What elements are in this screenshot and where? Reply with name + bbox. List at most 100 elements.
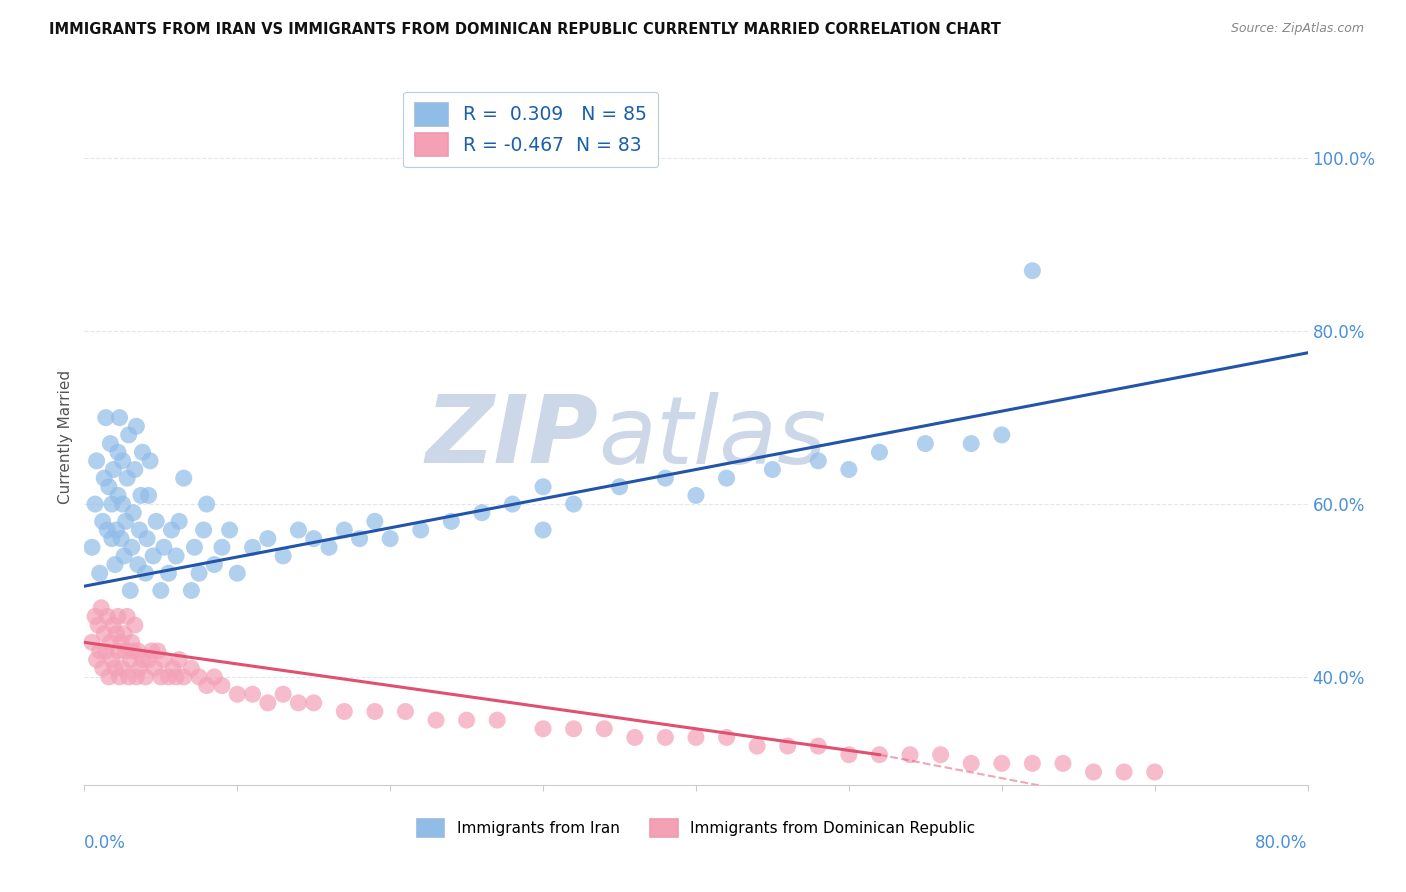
Point (125, 670, 148, 684)
Point (180, 661, 202, 675)
Point (609, 480, 631, 494)
Point (127, 644, 149, 658)
Point (111, 454, 134, 468)
Text: ZIP: ZIP (425, 391, 598, 483)
Point (195, 679, 218, 693)
Point (193, 523, 215, 537)
Point (153, 653, 176, 667)
Point (471, 506, 494, 520)
Point (80, 635, 103, 649)
Point (124, 462, 146, 476)
Point (107, 609, 129, 624)
Point (93, 471, 115, 485)
Point (502, 497, 524, 511)
Point (97, 480, 120, 494)
Point (97, 670, 120, 684)
Point (103, 618, 125, 632)
Point (107, 644, 129, 658)
Point (929, 747, 952, 762)
Point (456, 713, 478, 727)
Point (90, 600, 112, 615)
Text: 0.0%: 0.0% (84, 834, 127, 852)
Point (211, 541, 233, 555)
Point (183, 541, 205, 555)
Point (173, 471, 195, 485)
Point (838, 462, 860, 476)
Point (121, 541, 143, 555)
Point (94, 644, 117, 658)
Point (146, 644, 169, 658)
Point (138, 653, 160, 667)
Point (425, 713, 447, 727)
Point (409, 523, 432, 537)
Point (101, 532, 124, 546)
Point (242, 541, 264, 555)
Point (103, 462, 125, 476)
Text: IMMIGRANTS FROM IRAN VS IMMIGRANTS FROM DOMINICAN REPUBLIC CURRENTLY MARRIED COR: IMMIGRANTS FROM IRAN VS IMMIGRANTS FROM … (49, 22, 1001, 37)
Point (139, 454, 162, 468)
Point (80, 541, 103, 555)
Point (118, 670, 141, 684)
Point (242, 687, 264, 701)
Point (807, 739, 830, 753)
Point (211, 679, 233, 693)
Point (108, 670, 131, 684)
Point (89, 644, 111, 658)
Point (287, 696, 309, 710)
Point (716, 471, 738, 485)
Point (257, 532, 280, 546)
Point (898, 747, 921, 762)
Point (149, 583, 172, 598)
Point (91, 661, 114, 675)
Point (104, 558, 127, 572)
Point (807, 454, 830, 468)
Point (112, 626, 135, 640)
Point (394, 705, 416, 719)
Point (991, 428, 1014, 442)
Point (1114, 764, 1136, 779)
Point (531, 722, 554, 736)
Point (128, 661, 150, 675)
Point (991, 756, 1014, 771)
Point (89, 566, 111, 581)
Point (654, 731, 676, 745)
Point (226, 687, 249, 701)
Point (654, 471, 676, 485)
Point (142, 549, 165, 563)
Point (271, 549, 294, 563)
Point (114, 514, 136, 528)
Point (364, 705, 387, 719)
Point (318, 541, 340, 555)
Point (869, 445, 891, 459)
Point (960, 436, 983, 450)
Point (122, 644, 145, 658)
Point (173, 670, 195, 684)
Point (143, 661, 166, 675)
Point (157, 670, 180, 684)
Point (1052, 756, 1074, 771)
Point (167, 514, 190, 528)
Point (96, 523, 118, 537)
Point (129, 488, 152, 502)
Point (685, 731, 707, 745)
Point (188, 670, 211, 684)
Point (104, 661, 127, 675)
Point (257, 696, 280, 710)
Point (562, 497, 585, 511)
Point (486, 713, 509, 727)
Point (685, 488, 707, 502)
Point (162, 661, 184, 675)
Point (440, 514, 463, 528)
Point (86, 653, 108, 667)
Point (98, 635, 121, 649)
Point (302, 532, 325, 546)
Point (157, 566, 180, 581)
Point (960, 756, 983, 771)
Point (131, 653, 153, 667)
Point (226, 566, 249, 581)
Point (218, 523, 240, 537)
Point (188, 566, 211, 581)
Point (145, 514, 167, 528)
Point (87, 618, 110, 632)
Point (141, 644, 163, 658)
